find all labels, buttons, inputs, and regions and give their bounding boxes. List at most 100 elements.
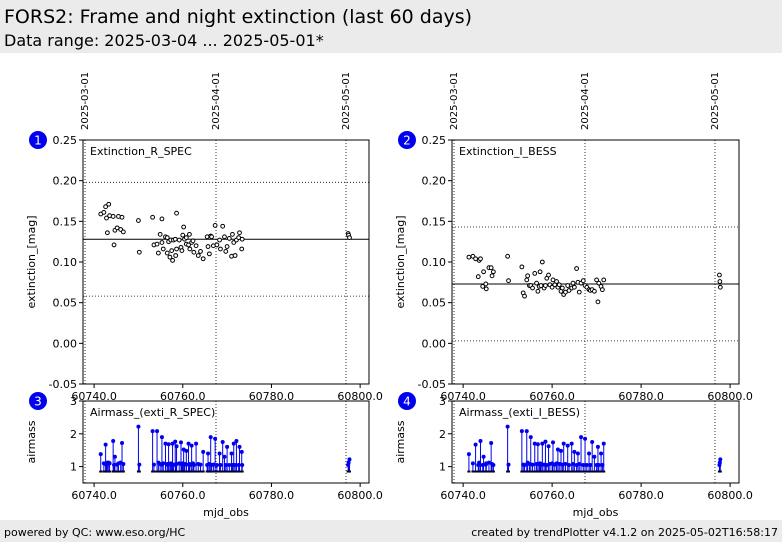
data-point bbox=[169, 248, 175, 254]
date-tick-label: 2025-05-01 bbox=[341, 72, 352, 130]
panel-2: 2 2025-03-01 2025-04-01 2025-05-01 0.25 0.20 0… bbox=[394, 72, 753, 403]
airmass-point bbox=[478, 439, 483, 444]
data-point bbox=[212, 223, 218, 228]
airmass-point bbox=[572, 449, 577, 454]
data-point bbox=[198, 249, 203, 254]
footer-bar bbox=[0, 520, 782, 542]
data-point bbox=[230, 231, 235, 237]
airmass-point bbox=[220, 440, 225, 444]
y-axis-label: extinction_[mag] bbox=[394, 215, 407, 308]
data-point bbox=[200, 256, 206, 262]
data-point bbox=[205, 244, 211, 249]
data-point bbox=[591, 288, 597, 294]
data-point bbox=[195, 253, 201, 258]
airmass-point bbox=[583, 436, 588, 441]
airmass-point bbox=[563, 461, 568, 466]
airmass-point bbox=[213, 436, 218, 441]
data-point bbox=[717, 279, 723, 284]
y-tick-label: 0.00 bbox=[53, 337, 78, 350]
airmass-point bbox=[470, 461, 475, 466]
data-point bbox=[164, 235, 170, 241]
panel-4: 4 3 2 1 60740.0 60760.0 60780.0 60800.0 airmass m… bbox=[394, 392, 753, 519]
panel-label: Airmass_(exti_I_BESS) bbox=[459, 406, 580, 419]
date-tick-label: 2025-04-01 bbox=[580, 72, 591, 130]
date-tick-label: 2025-04-01 bbox=[211, 72, 222, 130]
airmass-point bbox=[237, 444, 242, 449]
plot-frame bbox=[82, 139, 370, 385]
airmass-point bbox=[575, 451, 580, 456]
data-point bbox=[543, 283, 548, 288]
airmass-point bbox=[524, 429, 529, 434]
page-title: FORS2: Frame and night extinction (last … bbox=[4, 6, 473, 28]
airmass-point bbox=[506, 462, 511, 467]
y-axis-label: airmass bbox=[394, 420, 407, 463]
airmass-point bbox=[173, 439, 178, 444]
panel-1: 1 2025-03-01 2025-04-01 2025-05-01 0.25 0.20 0… bbox=[25, 72, 383, 403]
panel-number-badge bbox=[29, 131, 47, 149]
data-point bbox=[154, 241, 160, 247]
data-point bbox=[172, 236, 178, 242]
panel-label: Extinction_R_SPEC bbox=[90, 145, 192, 158]
data-point bbox=[559, 285, 565, 291]
data-point bbox=[167, 254, 173, 260]
data-point bbox=[466, 254, 472, 260]
data-point bbox=[488, 265, 494, 271]
data-point bbox=[186, 242, 191, 248]
data-point bbox=[490, 269, 496, 275]
plot-frame bbox=[451, 139, 740, 385]
airmass-point bbox=[136, 424, 141, 429]
airmass-point bbox=[601, 441, 606, 446]
data-point bbox=[214, 242, 220, 248]
y-tick-label: 0.15 bbox=[53, 215, 78, 228]
x-tick-label: 60760.0 bbox=[529, 489, 575, 502]
airmass-point bbox=[561, 441, 566, 446]
date-tick-label: 2025-03-01 bbox=[80, 72, 91, 130]
y-tick-label: 0.10 bbox=[422, 256, 447, 269]
data-point bbox=[506, 278, 511, 284]
data-point bbox=[347, 235, 352, 241]
airmass-point bbox=[596, 462, 601, 467]
airmass-point bbox=[240, 462, 245, 467]
y-tick-label: 2 bbox=[439, 428, 446, 441]
airmass-point bbox=[557, 461, 562, 466]
data-point bbox=[159, 216, 165, 222]
airmass-point bbox=[491, 462, 496, 467]
airmass-point bbox=[103, 442, 108, 447]
data-point bbox=[103, 204, 109, 210]
airmass-point bbox=[569, 441, 574, 446]
airmass-point bbox=[206, 451, 211, 456]
data-point bbox=[539, 259, 545, 265]
y-tick-label: 2 bbox=[70, 428, 77, 441]
footer-created-by: created by trendPlotter v4.1.2 on 2025-0… bbox=[471, 526, 778, 539]
data-point bbox=[209, 234, 214, 240]
airmass-point bbox=[120, 440, 125, 445]
airmass-point bbox=[535, 442, 540, 447]
airmass-point bbox=[347, 457, 352, 462]
airmass-point bbox=[546, 444, 551, 449]
y-tick-label: -0.05 bbox=[49, 378, 77, 391]
data-point bbox=[530, 285, 535, 291]
data-point bbox=[187, 231, 192, 237]
data-point bbox=[595, 299, 601, 305]
airmass-point bbox=[189, 443, 194, 448]
airmass-point bbox=[105, 460, 110, 465]
data-point bbox=[556, 282, 562, 288]
airmass-point bbox=[528, 435, 533, 440]
x-axis-label: mjd_obs bbox=[573, 506, 619, 519]
data-point bbox=[160, 246, 166, 252]
data-point bbox=[220, 223, 226, 229]
data-point bbox=[111, 242, 117, 248]
airmass-point bbox=[543, 439, 548, 444]
data-point bbox=[222, 234, 227, 240]
airmass-point bbox=[184, 448, 189, 453]
data-point bbox=[601, 277, 607, 283]
airmass-point bbox=[486, 460, 491, 465]
panel-label: Airmass_(exti_R_SPEC) bbox=[90, 406, 215, 419]
data-point bbox=[120, 229, 126, 235]
data-point bbox=[480, 284, 486, 289]
data-point bbox=[180, 232, 186, 238]
x-tick-label: 60760.0 bbox=[160, 489, 206, 502]
data-point bbox=[104, 230, 110, 236]
data-point bbox=[524, 277, 530, 283]
